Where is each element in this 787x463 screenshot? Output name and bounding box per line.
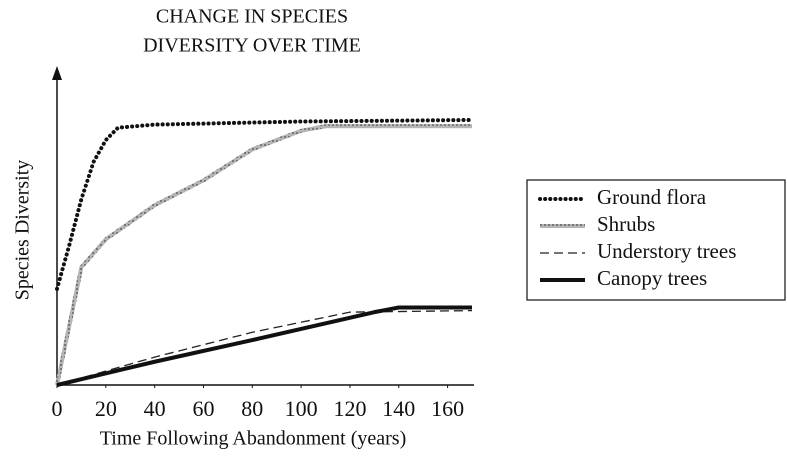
chart-title: DIVERSITY OVER TIME [143,35,361,57]
series-line [55,117,474,291]
legend-box [526,179,786,301]
series-line [56,305,472,387]
legend-label: Canopy trees [597,266,707,290]
x-tick-label: 140 [382,396,415,421]
x-axis-label: Time Following Abandonment (years) [100,428,406,450]
x-tick-label: 100 [285,396,318,421]
x-tick-label: 120 [333,396,366,421]
y-axis-label: Species Diversity [12,160,34,301]
series-line [56,309,473,386]
legend-label: Shrubs [597,212,655,236]
legend-label: Understory trees [597,239,736,263]
legend-label: Ground flora [597,185,707,209]
x-tick-label: 20 [95,396,117,421]
series-line [55,124,472,386]
y-axis-arrow [52,66,62,80]
x-tick-label: 0 [52,396,63,421]
chart-title: CHANGE IN SPECIES [156,6,348,28]
x-tick-label: 80 [241,396,263,421]
x-tick-label: 40 [144,396,166,421]
x-tick-label: 60 [192,396,214,421]
x-tick-label: 160 [431,396,464,421]
